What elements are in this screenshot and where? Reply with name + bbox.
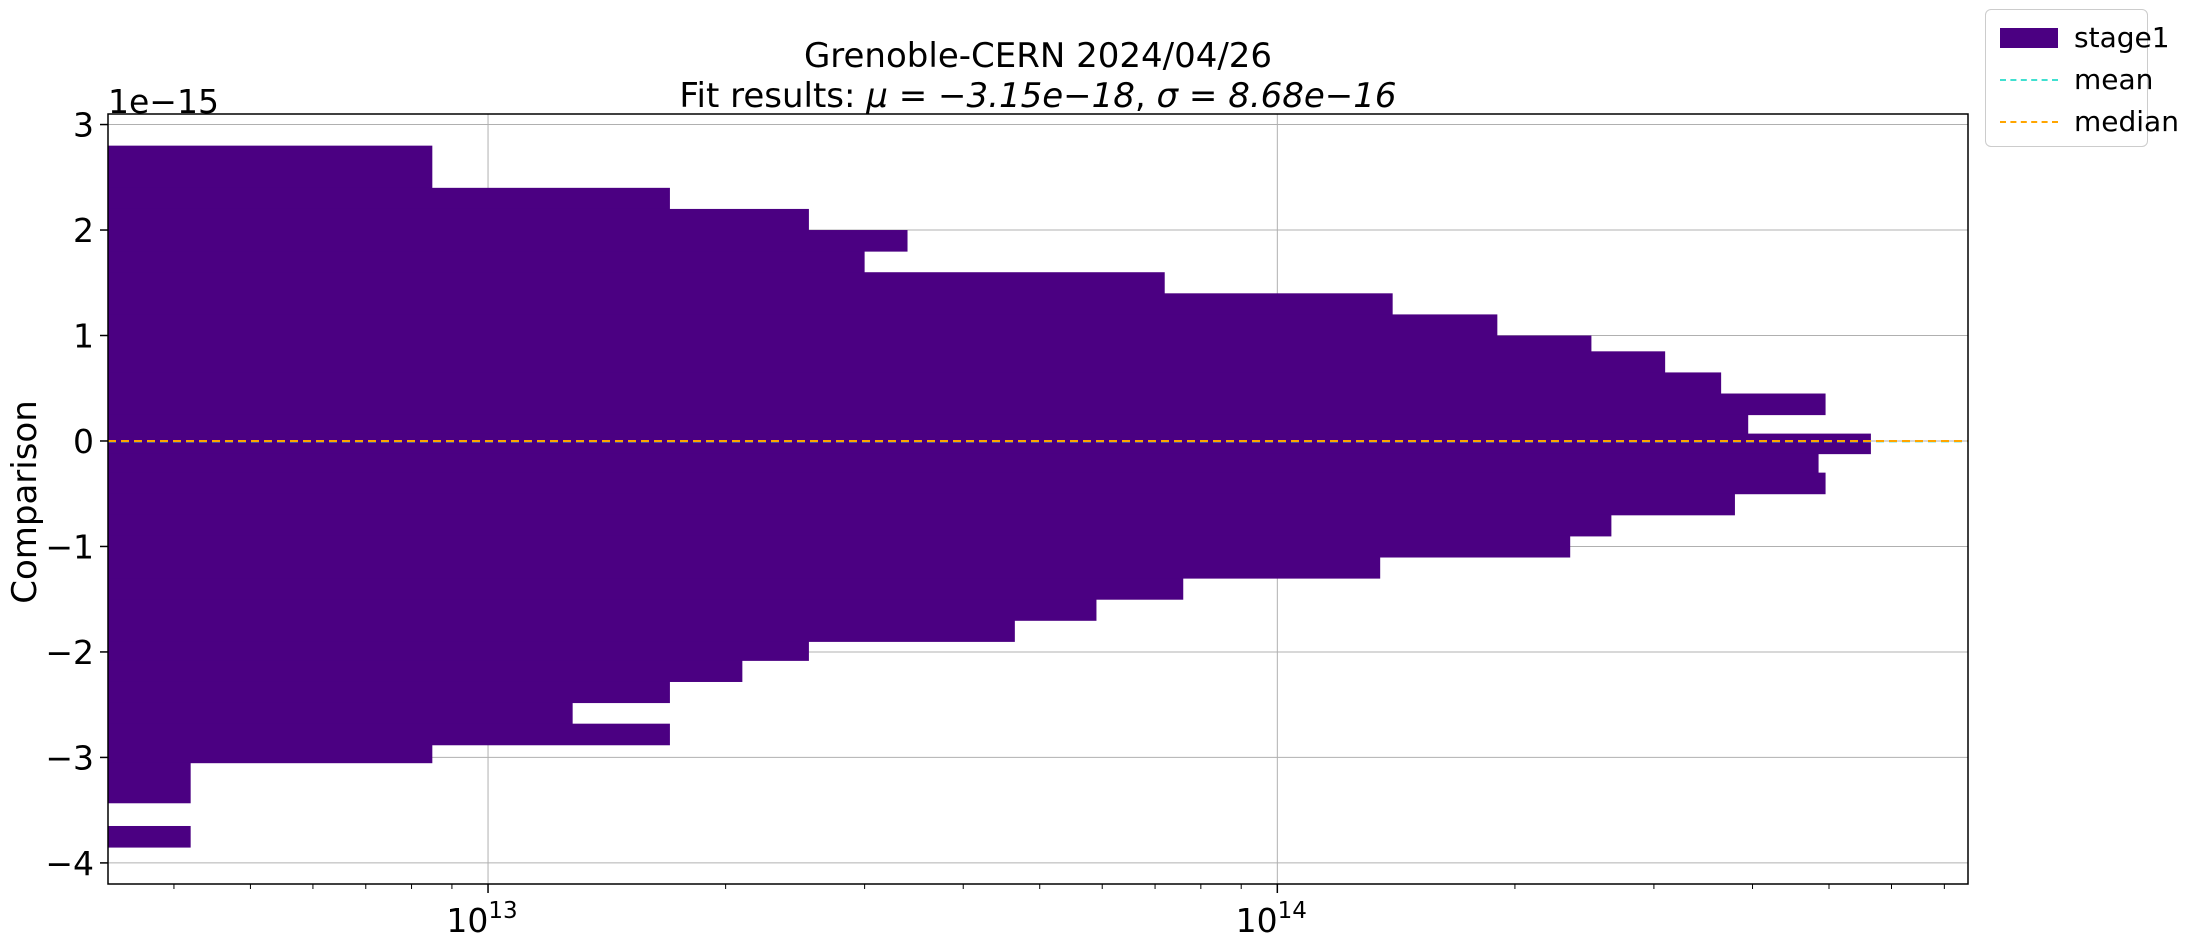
y-offset-text: 1e−15 xyxy=(108,82,219,121)
histogram-bar xyxy=(108,723,670,746)
histogram-bar xyxy=(108,535,1571,558)
histogram-bar xyxy=(108,335,1592,352)
histogram-bar xyxy=(108,251,865,273)
plot-frame xyxy=(107,113,1969,885)
legend-item-median: median xyxy=(1986,104,2179,140)
y-tick-label: −4 xyxy=(45,844,94,883)
x-tick-label: 1014 xyxy=(1236,898,1307,940)
histogram-bars xyxy=(108,145,1871,848)
histogram-bar xyxy=(108,660,743,682)
histogram-bar xyxy=(108,702,573,725)
legend: stage1 mean median xyxy=(1985,9,2179,147)
histogram-bar xyxy=(108,372,1722,395)
y-tick-label: −2 xyxy=(45,633,94,672)
histogram-bar xyxy=(108,578,1184,600)
histogram-bar xyxy=(108,433,1871,455)
histogram-bar xyxy=(108,557,1381,579)
histogram-bar xyxy=(108,472,1826,495)
y-axis-label: Comparison xyxy=(5,400,45,604)
histogram-bar xyxy=(108,762,191,804)
histogram-bar xyxy=(108,145,433,189)
histogram-bar xyxy=(108,453,1819,474)
histogram-bar xyxy=(108,351,1666,373)
legend-label-stage1: stage1 xyxy=(2074,21,2170,54)
histogram-bar xyxy=(108,314,1498,337)
legend-swatch-median xyxy=(2000,121,2058,123)
histogram-bar xyxy=(108,744,433,764)
histogram-bar xyxy=(108,641,809,661)
axis-ticks: −4 −3 −2 −1 0 1 2 3 1013 1014 xyxy=(45,106,1945,940)
histogram-bar xyxy=(108,414,1749,435)
legend-item-mean: mean xyxy=(1986,62,2153,98)
y-tick-label: 1 xyxy=(73,317,94,356)
y-tick-label: 3 xyxy=(73,106,94,145)
y-tick-label: −3 xyxy=(45,738,94,777)
histogram-bar xyxy=(108,293,1393,315)
chart-subtitle: Fit results: μ = −3.15e−18, σ = 8.68e−16 xyxy=(679,76,1396,116)
legend-item-stage1: stage1 xyxy=(1986,20,2170,56)
histogram-bar xyxy=(108,272,1165,294)
y-tick-label: 0 xyxy=(73,422,94,461)
histogram-bar xyxy=(108,208,809,231)
histogram-bar xyxy=(108,187,670,210)
legend-swatch-mean xyxy=(2000,79,2058,81)
chart-title: Grenoble-CERN 2024/04/26 xyxy=(804,36,1272,76)
histogram-bar xyxy=(108,599,1097,621)
legend-label-mean: mean xyxy=(2074,63,2154,96)
y-tick-label: 2 xyxy=(73,211,94,250)
x-tick-label: 1013 xyxy=(446,898,517,940)
histogram-bar xyxy=(108,825,191,848)
histogram-bar xyxy=(108,620,1015,642)
histogram-bar xyxy=(108,681,670,704)
legend-swatch-stage1 xyxy=(2000,28,2058,48)
histogram-bar xyxy=(108,230,908,252)
y-tick-label: −1 xyxy=(45,527,94,566)
legend-label-median: median xyxy=(2074,105,2179,138)
histogram-bar xyxy=(108,493,1735,516)
histogram-bar xyxy=(108,393,1826,416)
histogram-bar xyxy=(108,514,1612,537)
